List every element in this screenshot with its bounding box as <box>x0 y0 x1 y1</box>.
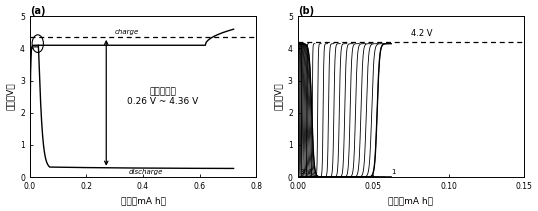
Text: 1: 1 <box>391 169 395 175</box>
Text: charge: charge <box>115 29 139 35</box>
Y-axis label: 电压（V）: 电压（V） <box>5 83 15 111</box>
Text: (b): (b) <box>298 5 314 16</box>
X-axis label: 容量（mA h）: 容量（mA h） <box>121 196 166 206</box>
Text: 电化学窗口
0.26 V ~ 4.36 V: 电化学窗口 0.26 V ~ 4.36 V <box>127 87 199 106</box>
Text: 300: 300 <box>299 169 313 175</box>
X-axis label: 容量（mA h）: 容量（mA h） <box>388 196 433 206</box>
Text: 4.2 V: 4.2 V <box>411 28 433 38</box>
Text: discharge: discharge <box>129 169 163 174</box>
Y-axis label: 电压（V）: 电压（V） <box>273 83 282 111</box>
Text: (a): (a) <box>30 5 45 16</box>
